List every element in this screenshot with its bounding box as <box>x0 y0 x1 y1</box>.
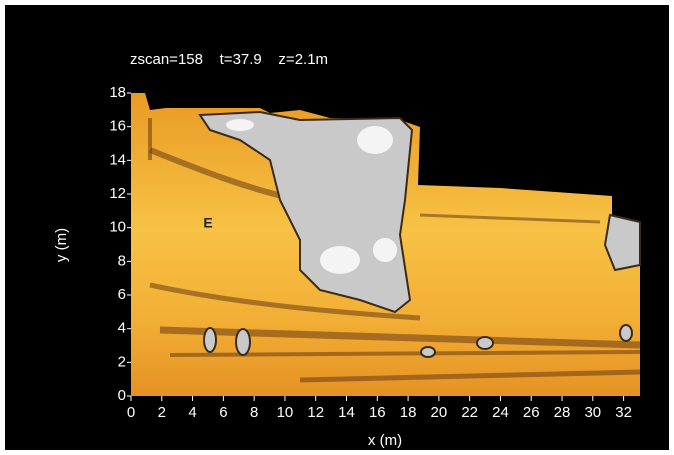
y-tick-label: 16 <box>109 118 126 135</box>
annotation: E <box>203 215 212 231</box>
y-tick-label: 10 <box>109 219 126 236</box>
y-tick-label: 6 <box>118 286 126 303</box>
x-tick-label: 20 <box>431 404 448 421</box>
radar-slice <box>131 93 641 396</box>
y-tick-label: 12 <box>109 185 126 202</box>
y-tick-label: 18 <box>109 84 126 101</box>
y-axis-label: y (m) <box>53 228 70 262</box>
y-tick-label: 4 <box>118 320 126 337</box>
x-tick-label: 8 <box>250 404 258 421</box>
x-tick-label: 28 <box>554 404 571 421</box>
x-tick-label: 26 <box>523 404 540 421</box>
y-tick-label: 14 <box>109 151 126 168</box>
x-tick-label: 12 <box>307 404 324 421</box>
x-tick-label: 16 <box>369 404 386 421</box>
y-tick-label: 2 <box>118 353 126 370</box>
x-tick-label: 14 <box>338 404 355 421</box>
chart-title: zscan=158 t=37.9 z=2.1m <box>130 51 328 68</box>
x-tick-label: 22 <box>461 404 478 421</box>
x-tick-label: 6 <box>219 404 227 421</box>
x-tick-label: 2 <box>158 404 166 421</box>
bright-patches <box>226 119 397 274</box>
x-tick-label: 32 <box>615 404 632 421</box>
x-axis-label: x (m) <box>368 432 402 449</box>
x-tick-label: 24 <box>492 404 509 421</box>
y-tick-label: 8 <box>118 252 126 269</box>
x-tick-label: 0 <box>127 404 135 421</box>
x-tick-label: 30 <box>584 404 601 421</box>
x-tick-label: 18 <box>400 404 417 421</box>
y-tick-label: 0 <box>118 387 126 404</box>
x-tick-label: 10 <box>277 404 294 421</box>
x-tick-label: 4 <box>188 404 196 421</box>
